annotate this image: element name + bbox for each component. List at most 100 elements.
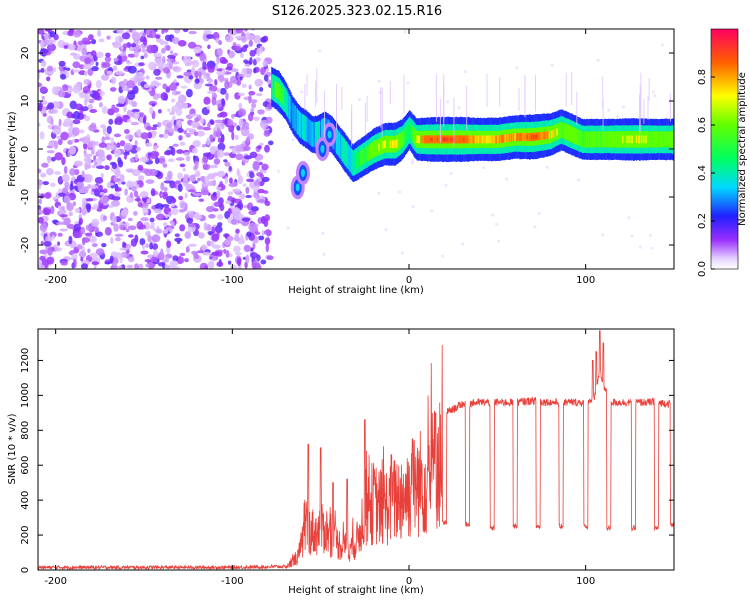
ridge-cell [586, 131, 588, 148]
noise-speckle [170, 221, 175, 227]
noise-speckle [126, 80, 135, 89]
noise-speckle [115, 237, 121, 242]
noise-speckle [132, 85, 139, 95]
ridge-cell [613, 131, 615, 148]
ridge-cell [587, 131, 589, 148]
noise-speckle [79, 250, 87, 258]
noise-speckle [160, 248, 164, 258]
noise-speckle [47, 247, 53, 256]
noise-speckle [178, 195, 184, 201]
ridge-cell [335, 128, 338, 154]
noise-speckle [192, 59, 200, 68]
noise-speckle [184, 62, 192, 67]
ridge-cell [486, 135, 488, 144]
noise-speckle [411, 205, 415, 209]
noise-speckle [207, 173, 216, 180]
noise-speckle [69, 52, 78, 56]
noise-speckle [249, 57, 253, 65]
ridge-cell [603, 131, 605, 148]
noise-speckle [410, 161, 414, 165]
noise-speckle [259, 87, 264, 92]
noise-speckle [154, 157, 160, 165]
ridge-cell [495, 135, 498, 144]
noise-speckle [95, 248, 105, 256]
ridge-cell [426, 135, 428, 144]
noise-speckle [176, 149, 184, 155]
streak [647, 96, 649, 120]
noise-speckle [224, 161, 231, 167]
noise-speckle [491, 213, 495, 217]
ridge-cell [494, 135, 497, 144]
ridge-cell [385, 135, 387, 153]
noise-speckle [84, 57, 92, 65]
noise-speckle [97, 29, 101, 37]
noise-speckle [250, 108, 254, 113]
noise-speckle [152, 82, 162, 86]
ridge-cell [309, 119, 311, 145]
ridge-cell [458, 135, 461, 144]
noise-speckle [231, 207, 241, 216]
ridge-cell [276, 82, 278, 99]
y-tick-label: 1000 [20, 383, 31, 408]
noise-speckle [124, 154, 127, 160]
ridge-cell [286, 89, 288, 116]
noise-speckle [155, 76, 163, 80]
ridge-cell [318, 120, 321, 147]
noise-speckle [207, 90, 216, 94]
noise-speckle [171, 147, 176, 156]
streak [439, 98, 441, 143]
noise-speckle [196, 130, 205, 137]
noise-speckle [164, 214, 169, 219]
noise-speckle [169, 111, 175, 116]
noise-speckle [127, 65, 137, 74]
ridge-cell [306, 117, 308, 143]
ridge-cell [573, 127, 575, 144]
noise-speckle [40, 67, 45, 73]
ridge-cell [386, 135, 388, 153]
noise-speckle [151, 103, 156, 107]
streak [381, 87, 383, 138]
ridge-cell [632, 131, 634, 148]
streak [336, 83, 337, 130]
ridge-cell [454, 135, 456, 144]
noise-speckle [96, 51, 104, 58]
ridge-cell [376, 139, 378, 157]
noise-speckle [263, 130, 271, 137]
ridge-cell [581, 131, 584, 148]
ridge-cell [429, 135, 431, 144]
noise-speckle [627, 216, 631, 220]
noise-speckle [177, 183, 183, 192]
noise-speckle [88, 34, 94, 41]
ridge-cell [360, 150, 362, 166]
noise-speckle [237, 108, 247, 117]
ridge-cell [414, 128, 416, 146]
noise-speckle [230, 218, 238, 225]
streak [389, 81, 391, 104]
ridge-cell [524, 133, 526, 141]
noise-speckle [98, 38, 105, 43]
ridge-cell [493, 135, 496, 144]
noise-speckle [83, 149, 87, 155]
ridge-cell [532, 132, 534, 142]
noise-speckle [159, 38, 165, 46]
ridge-cell [650, 131, 652, 148]
noise-speckle [81, 47, 88, 56]
ridge-cell [492, 135, 494, 144]
noise-speckle [193, 213, 201, 219]
noise-speckle [505, 177, 509, 181]
noise-speckle [87, 184, 92, 189]
noise-speckle [268, 140, 274, 146]
noise-speckle [84, 174, 93, 183]
noise-speckle [177, 128, 184, 133]
streak [576, 91, 578, 125]
ridge-cell [598, 131, 600, 148]
noise-speckle [126, 119, 132, 123]
x-tick-label: -200 [44, 275, 67, 286]
noise-speckle [215, 123, 221, 128]
ridge-cell [645, 135, 647, 144]
noise-speckle [141, 49, 149, 53]
ridge-cell [342, 136, 344, 163]
noise-speckle [235, 228, 240, 234]
ridge-cell [509, 133, 511, 142]
noise-speckle [68, 235, 73, 245]
